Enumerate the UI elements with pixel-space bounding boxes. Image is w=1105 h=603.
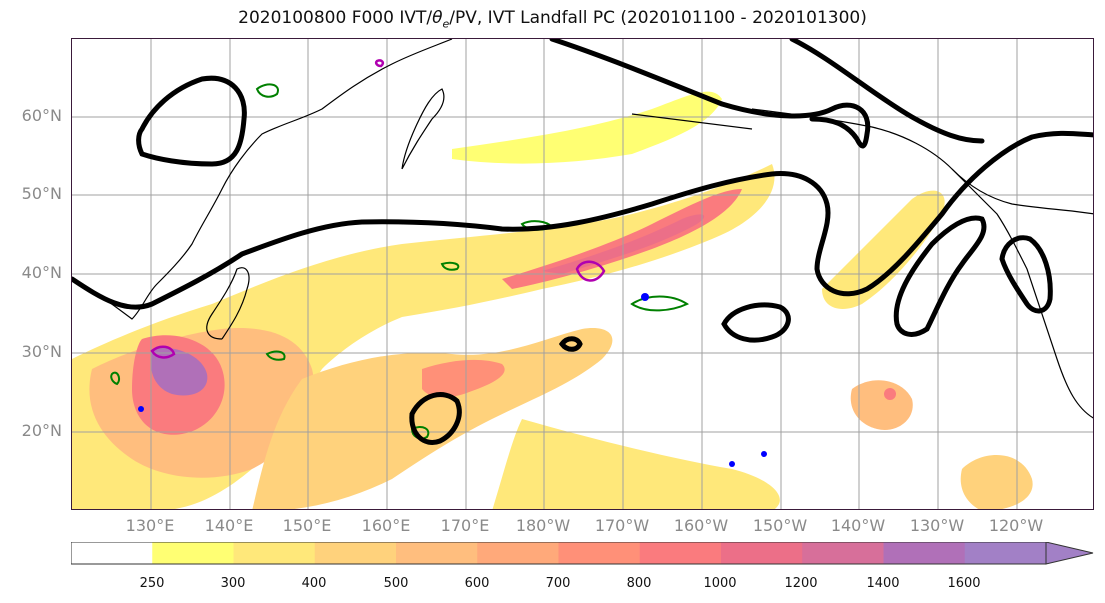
ivt-filled-contours (72, 91, 1033, 509)
map-panel (71, 38, 1094, 510)
lat-label-20n: 20°N (21, 421, 62, 440)
lon-label-120w: 120°W (988, 516, 1044, 535)
lon-label-170w: 170°W (594, 516, 650, 535)
lon-label-160w: 160°W (673, 516, 729, 535)
pc-contour-small (558, 336, 583, 352)
lon-label-150w: 150°W (752, 516, 808, 535)
coast-kamchatka (401, 88, 445, 170)
blue-features (138, 293, 767, 467)
theta-e-contour (110, 371, 121, 386)
lat-label-40n: 40°N (21, 263, 62, 282)
ivt-region-jet (502, 189, 742, 289)
blue-feature (729, 461, 735, 467)
colorbar-tick-600: 600 (464, 576, 490, 591)
pc-contour-north-right (789, 39, 985, 144)
lon-label-150e: 150°E (282, 516, 332, 535)
colorbar-cell (802, 542, 884, 564)
pc-contour-east-loop (893, 215, 987, 337)
colorbar-tick-300: 300 (220, 576, 246, 591)
colorbar-outline (71, 542, 1047, 565)
ivt-region-jet-core (542, 214, 705, 274)
pc-contour-mid-loop (721, 302, 791, 343)
ivt-region-south (492, 419, 780, 509)
ivt-region-central (252, 328, 613, 509)
ivt-region-east (822, 190, 945, 309)
colorbar-cell (477, 542, 559, 564)
lon-label-130w: 130°W (909, 516, 965, 535)
lat-label-60n: 60°N (21, 106, 62, 125)
colorbar-cell (396, 542, 478, 564)
blue-feature (761, 451, 767, 457)
colorbar-cell (883, 542, 966, 564)
theta-e-contour (265, 350, 286, 361)
colorbar-tick-250: 250 (139, 576, 165, 591)
pv-contour (575, 260, 606, 282)
colorbar-tick-500: 500 (383, 576, 409, 591)
colorbar (71, 542, 1094, 565)
theta-e-contour (255, 83, 279, 98)
pv-contour (374, 59, 385, 68)
colorbar-cell (233, 542, 316, 564)
colorbar-tick-400: 400 (301, 576, 327, 591)
lon-label-170e: 170°E (440, 516, 490, 535)
colorbar-tick-1200: 1200 (784, 576, 818, 591)
map-svg (72, 39, 1093, 509)
colorbar-cell (721, 542, 803, 564)
colorbar-cell (558, 542, 641, 564)
ivt-region-north (452, 91, 722, 164)
pc-contour-east-loop2 (999, 235, 1053, 314)
pc-contour-nw (136, 75, 247, 167)
pc-contour-main (72, 130, 1093, 310)
lon-label-140e: 140°E (204, 516, 254, 535)
ivt-region-typhoon-core (150, 347, 208, 396)
lat-label-50n: 50°N (21, 184, 62, 203)
colorbar-tick-1600: 1600 (947, 576, 981, 591)
colorbar-cell (314, 542, 397, 564)
lon-label-180w: 180°W (515, 516, 571, 535)
theta-e-contour (410, 426, 430, 440)
pc-contours (72, 39, 1093, 445)
pc-contour-north (549, 39, 871, 149)
ivt-region-central-inner (422, 359, 505, 398)
colorbar-tick-1000: 1000 (703, 576, 737, 591)
title-theta: θ (432, 8, 443, 28)
title-suffix: /PV, IVT Landfall PC (2020101100 - 20201… (449, 8, 867, 28)
colorbar-cell (71, 542, 153, 564)
blue-feature (641, 293, 649, 301)
pv-contours (150, 59, 606, 359)
colorbar-cell (639, 542, 722, 564)
lon-label-160e: 160°E (361, 516, 411, 535)
theta-e-contour (630, 295, 690, 312)
ivt-region-east-spot-core (884, 388, 896, 400)
lon-label-140w: 140°W (830, 516, 886, 535)
colorbar-tick-700: 700 (545, 576, 571, 591)
ivt-region-southeast (960, 455, 1033, 509)
coast-north-america (951, 168, 1093, 419)
blue-feature (138, 406, 144, 412)
lat-label-30n: 30°N (21, 342, 62, 361)
theta-e-contour (440, 261, 460, 271)
title-subscript: e (442, 17, 450, 31)
title-prefix: 2020100800 F000 IVT/ (238, 8, 433, 28)
figure-title: 2020100800 F000 IVT/θe/PV, IVT Landfall … (0, 8, 1105, 30)
colorbar-cell (964, 542, 1046, 564)
colorbar-cell (152, 542, 234, 564)
coast-aleutians (631, 113, 753, 130)
pc-contour-south-loop (409, 392, 462, 445)
colorbar-extend-arrow (1045, 542, 1094, 565)
lon-label-130e: 130°E (125, 516, 175, 535)
pv-contour (150, 345, 176, 359)
colorbar-cells (71, 542, 1046, 564)
coast-japan (206, 267, 250, 340)
colorbar-tick-800: 800 (626, 576, 652, 591)
colorbar-tick-1400: 1400 (866, 576, 900, 591)
ivt-region-east-spot (850, 380, 913, 430)
